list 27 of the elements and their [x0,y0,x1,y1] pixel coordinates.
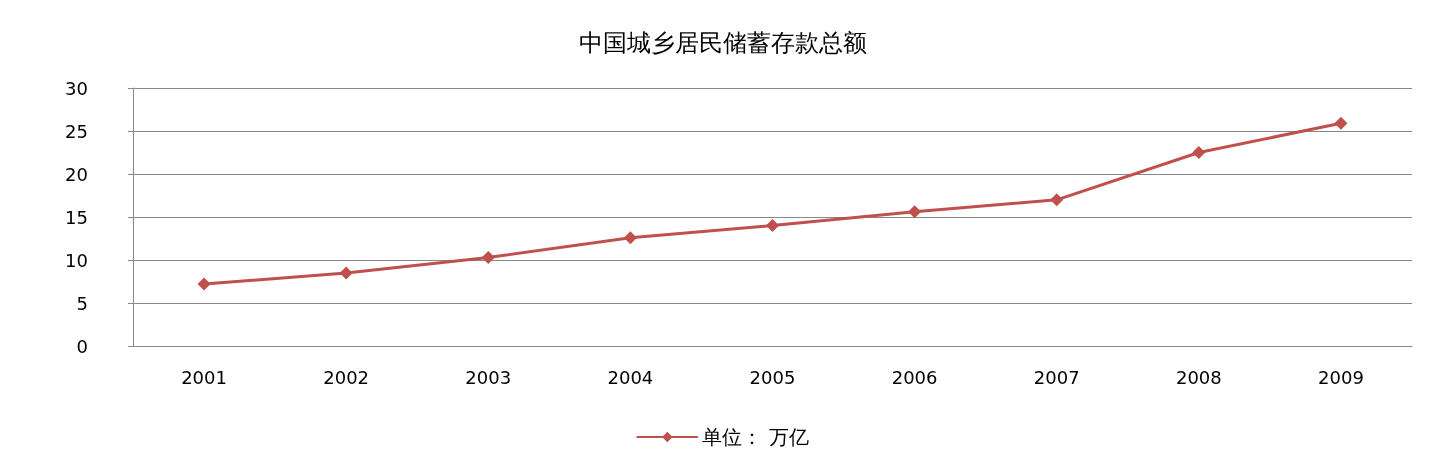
point [339,266,353,280]
x-tick-label: 2001 [181,366,227,388]
point [1050,193,1064,207]
point [908,205,922,219]
chart-title: 中国城乡居民储蓄存款总额 [578,29,867,57]
x-tick-label: 2002 [323,366,370,388]
legend-label: 单位： 万亿 [702,425,809,449]
y-tick-label: 5 [76,292,88,314]
x-tick-label: 2008 [1175,366,1222,388]
point [1192,146,1206,159]
x-tick-label: 2005 [749,366,796,388]
y-tick-label: 30 [65,77,88,99]
y-tick-label: 15 [65,206,88,228]
x-tick-label: 2003 [465,366,512,388]
y-tick-label: 25 [65,120,88,142]
y-tick-label: 0 [76,335,88,357]
point [1334,116,1348,130]
point [766,219,779,233]
x-tick-label: 2007 [1033,366,1080,388]
y-tick-label: 20 [65,163,88,185]
x-tick-label: 2004 [607,366,654,388]
point [197,277,211,291]
x-tick-label: 2006 [891,366,938,388]
point [623,231,637,245]
x-tick-label: 2009 [1318,366,1364,388]
y-tick-label: 10 [65,249,88,271]
point [481,250,495,264]
